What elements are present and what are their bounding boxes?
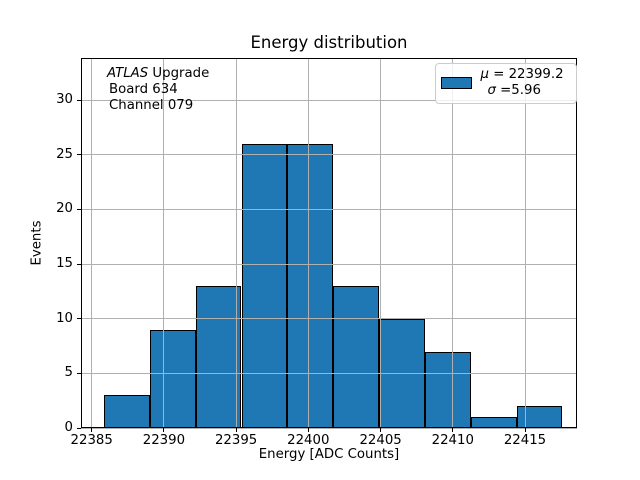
annotation-block: ATLAS Upgrade Board 634 Channel 079 (107, 66, 209, 115)
histogram-bar (424, 351, 471, 428)
annotation-line-3: Channel 079 (109, 98, 194, 114)
y-tick-label: 30 (56, 92, 73, 108)
y-tick-mark (76, 263, 81, 265)
histogram-bar (516, 406, 563, 428)
mu-symbol: μ (480, 67, 489, 82)
histogram-bar (149, 329, 196, 428)
x-tick-label: 22415 (503, 433, 547, 448)
x-tick-label: 22390 (142, 433, 186, 448)
x-tick-label: 22405 (359, 433, 402, 448)
y-tick-label: 5 (64, 365, 73, 381)
annotation-line-2: Board 634 (109, 82, 178, 98)
y-tick-mark (76, 99, 81, 101)
histogram-bar (241, 143, 288, 428)
y-tick-mark (76, 154, 81, 156)
upgrade-label: Upgrade (148, 66, 210, 81)
histogram-bar (333, 285, 379, 428)
histogram-bar (379, 318, 425, 428)
legend-sigma-line: σ =5.96 (481, 83, 574, 99)
x-tick-mark (380, 428, 382, 432)
x-tick-label: 22410 (431, 433, 474, 448)
legend-box: μ = 22399.2 σ =5.96 (434, 62, 577, 104)
x-tick-mark (163, 428, 165, 432)
histogram-bar (104, 395, 150, 428)
y-tick-label: 20 (56, 201, 73, 217)
histogram-bar (287, 143, 334, 428)
legend-mu-line: μ = 22399.2 (481, 67, 574, 83)
x-tick-mark (235, 428, 237, 432)
y-tick-label: 15 (56, 256, 73, 271)
x-tick-label: 22395 (214, 433, 258, 448)
chart-title: Energy distribution (250, 33, 408, 52)
sigma-symbol: σ (487, 83, 496, 98)
y-tick-mark (76, 318, 81, 320)
y-tick-mark (76, 427, 81, 429)
plot-area: μ = 22399.2 σ =5.96 (81, 58, 577, 429)
y-tick-mark (76, 208, 81, 210)
histogram-bar (195, 285, 242, 428)
y-tick-label: 25 (56, 146, 73, 162)
y-tick-mark (76, 372, 81, 374)
histogram-bar (470, 417, 517, 428)
sigma-value: =5.96 (495, 83, 541, 98)
x-axis-label: Energy [ADC Counts] (258, 447, 400, 462)
x-tick-mark (452, 428, 454, 432)
x-tick-label: 22385 (70, 433, 113, 448)
x-tick-mark (307, 428, 309, 432)
annotation-line-1: ATLAS Upgrade (107, 66, 209, 82)
y-tick-label: 0 (64, 420, 73, 435)
x-tick-mark (524, 428, 526, 432)
atlas-label: ATLAS (107, 66, 149, 81)
x-tick-mark (91, 428, 93, 432)
legend-label: μ = 22399.2 σ =5.96 (472, 67, 576, 99)
legend-swatch (440, 77, 472, 89)
y-tick-label: 10 (56, 310, 73, 326)
x-tick-label: 22400 (287, 433, 330, 448)
mu-value: = 22399.2 (488, 67, 564, 82)
